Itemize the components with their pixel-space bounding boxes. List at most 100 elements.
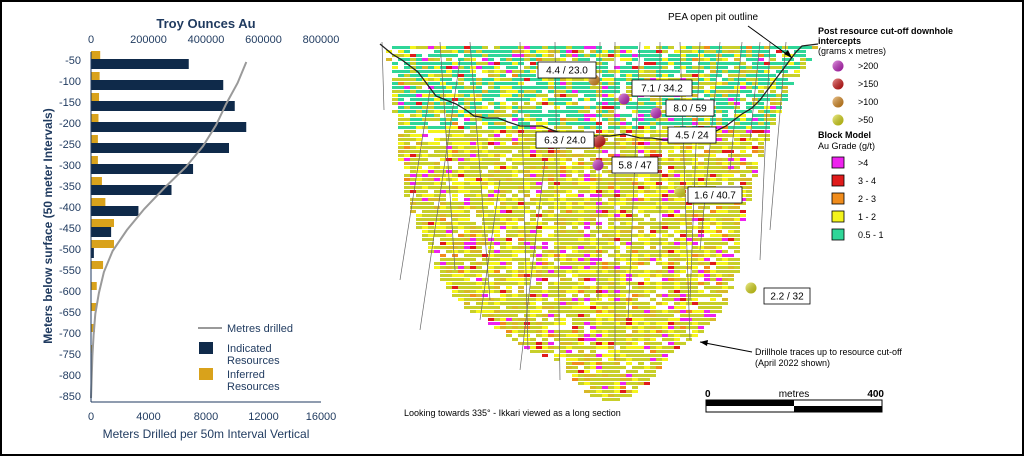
- block-model-cell: [416, 154, 422, 157]
- block-model-cell: [626, 394, 632, 397]
- block-model-cell: [548, 82, 554, 85]
- block-model-cell: [740, 146, 746, 149]
- block-model-cell: [500, 62, 506, 65]
- block-model-cell: [644, 50, 650, 53]
- block-model-cell: [548, 202, 554, 205]
- block-model-cell: [464, 98, 470, 101]
- block-model-cell: [752, 58, 758, 61]
- block-model-cell: [746, 166, 752, 169]
- block-model-cell: [608, 338, 614, 341]
- block-model-cell: [722, 298, 728, 301]
- block-model-cell: [590, 86, 596, 89]
- block-model-cell: [524, 194, 530, 197]
- block-model-cell: [716, 222, 722, 225]
- block-model-cell: [722, 130, 728, 133]
- block-model-cell: [638, 142, 644, 145]
- block-model-cell: [644, 154, 650, 157]
- block-model-cell: [512, 246, 518, 249]
- block-model-cell: [716, 282, 722, 285]
- block-model-cell: [452, 258, 458, 261]
- block-model-cell: [608, 254, 614, 257]
- block-model-cell: [440, 234, 446, 237]
- block-model-cell: [602, 262, 608, 265]
- block-model-cell: [596, 314, 602, 317]
- block-model-cell: [464, 138, 470, 141]
- block-model-cell: [572, 354, 578, 357]
- intercept-legend-subtitle: (grams x metres): [818, 46, 886, 56]
- block-model-cell: [602, 302, 608, 305]
- intercept-legend-title-2: intercepts: [818, 36, 861, 46]
- block-model-cell: [446, 122, 452, 125]
- block-model-cell: [560, 346, 566, 349]
- block-model-cell: [650, 70, 656, 73]
- block-model-cell: [488, 178, 494, 181]
- block-model-cell: [440, 226, 446, 229]
- block-model-cell: [752, 54, 758, 57]
- block-model-cell: [680, 266, 686, 269]
- block-model-cell: [428, 62, 434, 65]
- block-model-cell: [482, 130, 488, 133]
- block-model-cell: [662, 218, 668, 221]
- block-model-cell: [632, 386, 638, 389]
- block-model-cell: [398, 118, 404, 121]
- block-model-cell: [740, 154, 746, 157]
- block-model-cell: [488, 138, 494, 141]
- block-model-cell: [482, 294, 488, 297]
- block-model-cell: [764, 70, 770, 73]
- block-model-cell: [404, 74, 410, 77]
- block-model-cell: [416, 202, 422, 205]
- y-tick-label: -600: [59, 286, 81, 298]
- block-model-cell: [674, 262, 680, 265]
- block-model-cell: [542, 262, 548, 265]
- block-model-cell: [704, 302, 710, 305]
- block-model-cell: [614, 342, 620, 345]
- block-model-cell: [476, 54, 482, 57]
- block-model-cell: [662, 310, 668, 313]
- block-model-cell: [746, 102, 752, 105]
- block-model-cell: [614, 66, 620, 69]
- block-model-cell: [452, 86, 458, 89]
- block-model-cell: [614, 262, 620, 265]
- block-model-cell: [548, 262, 554, 265]
- block-model-cell: [758, 146, 764, 149]
- block-model-cell: [464, 234, 470, 237]
- block-model-cell: [506, 50, 512, 53]
- block-model-cell: [464, 250, 470, 253]
- block-model-cell: [458, 250, 464, 253]
- block-model-cell: [560, 78, 566, 81]
- block-model-cell: [500, 70, 506, 73]
- block-model-cell: [626, 222, 632, 225]
- block-model-cell: [680, 234, 686, 237]
- block-model-cell: [548, 158, 554, 161]
- block-model-cell: [506, 242, 512, 245]
- block-model-cell: [500, 294, 506, 297]
- block-model-cell: [692, 214, 698, 217]
- block-model-cell: [536, 330, 542, 333]
- block-model-cell: [734, 114, 740, 117]
- block-model-cell: [542, 122, 548, 125]
- block-model-legend-swatch: [831, 156, 845, 169]
- block-model-cell: [440, 206, 446, 209]
- block-model-cell: [566, 230, 572, 233]
- block-model-cell: [626, 334, 632, 337]
- block-model-cell: [440, 102, 446, 105]
- block-model-cell: [716, 258, 722, 261]
- block-model-cell: [740, 86, 746, 89]
- block-model-cell: [698, 262, 704, 265]
- block-model-cell: [524, 166, 530, 169]
- block-model-cell: [656, 106, 662, 109]
- block-model-cell: [452, 194, 458, 197]
- block-model-cell: [476, 102, 482, 105]
- block-model-cell: [488, 66, 494, 69]
- block-model-cell: [698, 74, 704, 77]
- block-model-cell: [500, 122, 506, 125]
- block-model-cell: [500, 266, 506, 269]
- block-model-cell: [662, 178, 668, 181]
- block-model-cell: [560, 310, 566, 313]
- block-model-cell: [404, 58, 410, 61]
- block-model-cell: [602, 242, 608, 245]
- block-model-cell: [650, 342, 656, 345]
- block-model-cell: [458, 298, 464, 301]
- block-model-cell: [590, 230, 596, 233]
- block-model-cell: [704, 294, 710, 297]
